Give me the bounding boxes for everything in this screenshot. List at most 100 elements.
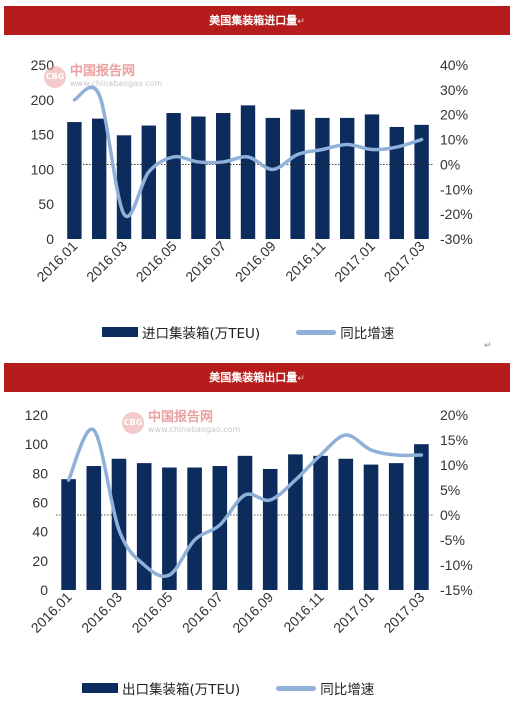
chart2-x-tick-label: 2016.03 [78,589,125,636]
chart2-bar [363,464,379,590]
chart2-legend-bar-label: 出口集装箱(万TEU) [122,682,241,698]
chart1-bar [216,113,231,239]
chart2-y-tick-label: 100 [25,436,49,452]
chart1-y-tick-label: 150 [31,127,55,143]
chart1-x-tick-label: 2016.09 [232,238,279,285]
chart1-bar [265,117,280,239]
chart2-watermark: CBG 中国报告网 www.chinabaogao.com [122,411,240,435]
chart2-watermark-url: www.chinabaogao.com [148,425,241,434]
chart2-banner-mark: ↵ [297,374,305,384]
chart2-y-tick-label: 40 [32,524,48,540]
chart2-bar [187,467,202,590]
chart2-bar [414,444,429,590]
chart2-legend-line-swatch [276,685,317,691]
chart1-x-tick-label: 2017.03 [381,238,428,285]
chart1-x-tick-label: 2016.07 [182,238,229,285]
chart2-bar [288,454,303,590]
chart2-x-tick-label: 2016.05 [128,589,175,636]
chart1-x-tick-label: 2016.03 [83,238,130,285]
chart1-bar [389,126,404,239]
chart2-y2-tick-label: -10% [440,557,473,573]
chart1-watermark-name: 中国报告网 [70,64,136,79]
chart1-y2-tick-label: -20% [440,206,473,222]
chart2-watermark-logo: CBG [122,412,144,434]
chart2-y2-tick-label: -5% [440,532,465,548]
chart1-x-tick-label: 2017.01 [331,238,378,285]
chart1-legend-bar-item: 进口集装箱(万TEU) [102,322,260,342]
chart2-bar [61,479,76,590]
chart1-bar [290,109,305,239]
chart1-y2-tick-label: -30% [440,231,473,247]
chart2-bar [86,466,102,590]
chart2-y-tick-label: 20 [32,553,48,569]
chart1-x-tick-label: 2016.01 [33,238,80,285]
chart1-legend-bar-label: 进口集装箱(万TEU) [142,326,261,342]
chart2-bar [338,458,354,590]
chart2-bar [136,463,152,590]
chart2-bar [162,467,177,590]
chart1-legend-line-swatch [296,329,337,335]
chart2-bar [388,463,404,590]
chart2-x-tick-label: 2017.01 [330,589,377,636]
chart1-pilcrow: ↵ [484,341,492,351]
chart1-bar [67,122,82,239]
chart2-y-tick-label: 0 [40,582,48,598]
chart2-y2-tick-label: -15% [440,582,473,598]
chart1-bar [141,125,156,239]
chart2-banner: 美国集装箱出口量↵ [4,363,510,392]
chart1-x-tick-label: 2016.05 [133,238,180,285]
chart1-banner: 美国集装箱进口量↵ [4,6,510,35]
chart2-growth-line [66,427,424,578]
chart1-y2-tick-label: 40% [440,57,468,73]
chart2-bar [212,466,228,590]
chart1-plot: 050100150200250-30%-20%-10%0%10%20%30%40… [31,57,473,285]
chart2-panel: 0 20 40 60 80 100 120 -15% -10% -5% 0% 5% 10% 15% 20% 2… [4,393,512,707]
chart1-bar [315,117,330,239]
chart1-y-tick-label: 50 [38,196,54,212]
chart1-y-tick-label: 200 [31,92,55,108]
chart1-y-tick-label: 100 [31,161,55,177]
chart2-legend: 出口集装箱(万TEU) 同比增速 [82,678,374,698]
chart2-y2-tick-label: 20% [440,407,468,423]
chart1-y-tick-label: 0 [46,231,54,247]
chart1-legend-bar-swatch [102,327,138,337]
chart1-banner-mark: ↵ [297,17,305,27]
chart1-y2-tick-label: 10% [440,132,468,148]
chart2-bar [313,455,328,590]
chart2-x-tick-label: 2016.11 [280,589,327,636]
chart2-y-tick-label: 120 [25,407,49,423]
chart2-banner-title: 美国集装箱出口量 [209,371,298,384]
chart2-bar [262,468,278,590]
chart2-legend-bar-swatch [82,683,118,693]
chart1-y2-tick-label: -10% [440,181,473,197]
chart1-banner-title: 美国集装箱进口量 [209,14,298,27]
chart1-bar [166,113,181,239]
chart2-x-tick-label: 2016.01 [28,589,75,636]
chart1-growth-line [72,85,424,219]
chart2-legend-bar-item: 出口集装箱(万TEU) [82,678,240,698]
chart2-y2-tick-label: 10% [440,457,468,473]
chart1-bar [116,135,132,239]
chart1-legend-line-item: 同比增速 [296,322,394,342]
chart1-x-tick-label: 2016.11 [282,238,329,285]
chart1-y2-tick-label: 0% [440,156,460,172]
chart2-y2-tick-label: 0% [440,507,460,523]
chart2-plot: 0 20 40 60 80 100 120 -15% -10% -5% 0% 5% 10% 15% 20% 2… [25,407,473,636]
chart1-y2-tick-label: 30% [440,82,468,98]
chart1-bar [414,124,429,239]
chart2-y-tick-label: 80 [32,465,48,481]
chart1-watermark: CBG 中国报告网 www.chinabaogao.com [44,65,162,89]
chart1-watermark-logo: CBG [44,66,66,88]
chart1-bar [240,105,256,239]
chart1-panel: 0 50 100 150 200 250 -30% -20% -10% 0% 10% 20% 30% 40… [4,35,512,355]
chart2-y2-tick-label: 5% [440,482,460,498]
chart1-bar [340,117,355,239]
chart1-legend: 进口集装箱(万TEU) 同比增速 [102,322,394,342]
chart1-legend-line-label: 同比增速 [340,326,395,342]
chart2-legend-line-item: 同比增速 [276,678,374,698]
chart1-watermark-url: www.chinabaogao.com [70,79,163,88]
chart2-y2-tick-label: 15% [440,432,468,448]
chart1-bar [364,114,380,239]
chart2-x-tick-label: 2016.09 [229,589,276,636]
chart1-bar [191,116,206,239]
